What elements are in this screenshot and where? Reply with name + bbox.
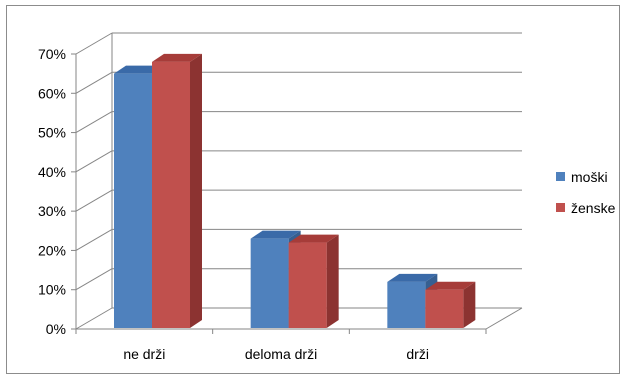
bar-ženske-ne drži (152, 53, 202, 328)
category-label: drži (406, 346, 429, 362)
legend-swatch-moški (556, 172, 565, 181)
gridline-side (75, 32, 113, 55)
y-tick-label: 0% (46, 321, 66, 337)
x-axis-categories: ne drži deloma drži drži (123, 346, 429, 362)
legend-label-moški: moški (571, 169, 608, 185)
floor-right-edge (485, 307, 523, 330)
category-label: ne drži (123, 346, 165, 362)
bar-front (152, 61, 190, 328)
y-axis-ticks: 0% 10% 20% 30% 40% 50% 60% 70% (38, 46, 66, 337)
bar-front (387, 281, 426, 328)
bar-side (190, 53, 202, 328)
bar-ženske-deloma drži (288, 234, 339, 328)
bar-side (463, 281, 476, 328)
bar-top (288, 234, 339, 243)
y-tick-label: 60% (38, 85, 66, 101)
bar-ženske-drži (425, 281, 476, 328)
bar-top (152, 53, 202, 62)
y-tick-label: 70% (38, 46, 66, 62)
y-tick-label: 50% (38, 125, 66, 141)
y-tick-label: 20% (38, 242, 66, 258)
bar-side (326, 234, 339, 328)
bar-front (425, 289, 464, 328)
gridline-side (75, 189, 113, 212)
category-label: deloma drži (245, 346, 317, 362)
gridline-side (75, 111, 113, 134)
gridline-side (75, 307, 113, 330)
bar-top (114, 65, 164, 74)
bar-top (250, 230, 301, 239)
y-tick-label: 40% (38, 164, 66, 180)
legend: moški ženske (556, 169, 616, 216)
bars (114, 53, 476, 329)
gridline-side (75, 71, 113, 94)
y-tick-label: 10% (38, 282, 66, 298)
legend-swatch-ženske (556, 203, 565, 212)
gridline-side (75, 228, 113, 251)
bar-top (425, 281, 476, 290)
gridline-side (75, 150, 113, 173)
legend-label-ženske: ženske (571, 200, 616, 216)
bar-top (387, 273, 438, 282)
axes (71, 53, 487, 334)
bar-front (288, 242, 327, 328)
bar-front (250, 238, 289, 328)
bar-front (114, 73, 152, 329)
gridline-side (75, 268, 113, 291)
y-tick-label: 30% (38, 203, 66, 219)
